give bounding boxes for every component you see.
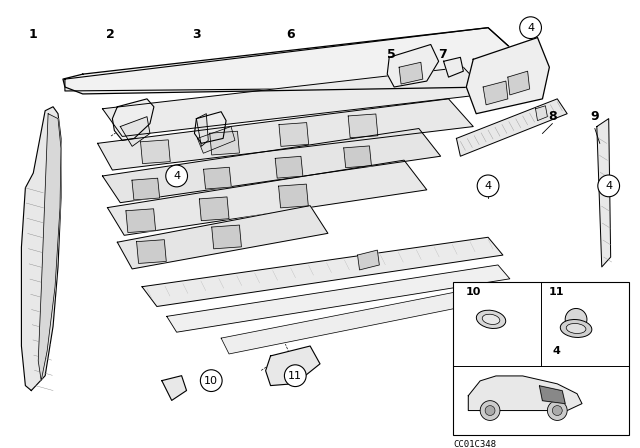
Text: 4: 4 (173, 171, 180, 181)
Polygon shape (102, 129, 440, 202)
Ellipse shape (482, 314, 500, 324)
Polygon shape (117, 206, 328, 269)
Polygon shape (344, 146, 371, 168)
Ellipse shape (570, 324, 582, 332)
Circle shape (485, 405, 495, 415)
Bar (454, 282, 630, 435)
Polygon shape (204, 167, 231, 189)
Polygon shape (278, 184, 308, 208)
Circle shape (477, 175, 499, 197)
Text: 10: 10 (465, 287, 481, 297)
Text: 3: 3 (192, 28, 201, 41)
Polygon shape (266, 346, 320, 386)
Text: 4: 4 (484, 181, 492, 191)
Circle shape (480, 401, 500, 420)
Polygon shape (467, 38, 549, 114)
Polygon shape (108, 160, 427, 235)
Ellipse shape (565, 309, 587, 330)
Polygon shape (468, 376, 582, 410)
Text: 4: 4 (552, 346, 560, 356)
Ellipse shape (560, 319, 592, 337)
Polygon shape (221, 283, 514, 354)
Polygon shape (132, 178, 159, 200)
Text: 10: 10 (204, 375, 218, 386)
Polygon shape (120, 116, 150, 146)
Polygon shape (358, 250, 380, 270)
Polygon shape (483, 81, 508, 105)
Text: 1: 1 (29, 28, 38, 41)
Polygon shape (456, 99, 567, 156)
Ellipse shape (566, 323, 586, 333)
Polygon shape (197, 126, 235, 153)
Circle shape (547, 401, 567, 420)
Circle shape (166, 165, 188, 187)
Polygon shape (196, 114, 208, 146)
Polygon shape (540, 386, 565, 404)
Polygon shape (162, 376, 186, 401)
Text: 7: 7 (438, 48, 447, 61)
Polygon shape (63, 28, 518, 94)
Polygon shape (597, 119, 611, 267)
Polygon shape (444, 57, 463, 77)
Polygon shape (199, 197, 229, 221)
Polygon shape (399, 62, 423, 84)
Circle shape (200, 370, 222, 392)
Polygon shape (387, 44, 438, 87)
Polygon shape (195, 112, 226, 143)
Text: 9: 9 (591, 110, 599, 123)
Polygon shape (142, 237, 503, 306)
Circle shape (284, 365, 306, 387)
Polygon shape (210, 131, 239, 155)
Text: 11: 11 (548, 287, 564, 297)
Polygon shape (279, 123, 308, 146)
Polygon shape (348, 114, 378, 138)
Circle shape (598, 175, 620, 197)
Text: 4: 4 (527, 23, 534, 33)
Polygon shape (65, 28, 518, 91)
Polygon shape (113, 99, 154, 140)
Text: 11: 11 (288, 370, 302, 381)
Polygon shape (275, 156, 303, 178)
Text: CC01C348: CC01C348 (454, 440, 497, 448)
Text: 2: 2 (106, 28, 115, 41)
Polygon shape (141, 140, 170, 164)
Polygon shape (38, 114, 61, 381)
Circle shape (520, 17, 541, 39)
Polygon shape (97, 99, 473, 170)
Circle shape (552, 405, 562, 415)
Polygon shape (508, 71, 529, 95)
Text: 4: 4 (605, 181, 612, 191)
Text: 5: 5 (387, 48, 396, 61)
Text: 8: 8 (548, 110, 557, 123)
Polygon shape (102, 67, 488, 137)
Polygon shape (21, 107, 61, 391)
Polygon shape (136, 240, 166, 263)
Polygon shape (126, 209, 156, 233)
Polygon shape (212, 225, 241, 249)
Polygon shape (536, 106, 547, 121)
Text: 6: 6 (286, 28, 294, 41)
Ellipse shape (476, 310, 506, 328)
Polygon shape (167, 265, 510, 332)
